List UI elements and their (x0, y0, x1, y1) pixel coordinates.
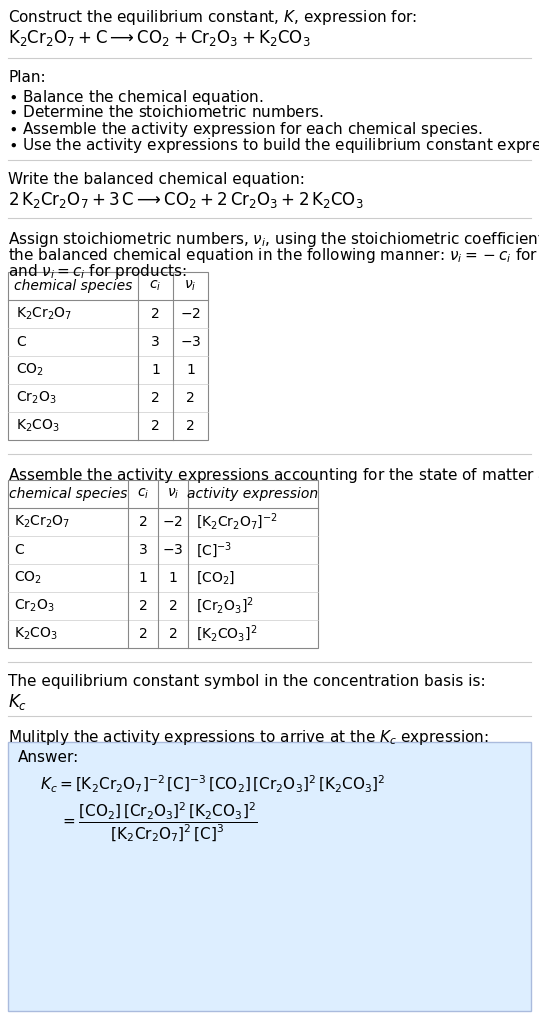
Text: $\mathrm{Cr_2O_3}$: $\mathrm{Cr_2O_3}$ (14, 598, 54, 615)
Text: 2: 2 (139, 627, 147, 641)
Text: and $\nu_i = c_i$ for products:: and $\nu_i = c_i$ for products: (8, 262, 187, 281)
Text: 3: 3 (139, 543, 147, 557)
Text: 2: 2 (186, 391, 195, 405)
Text: $\mathrm{K_2Cr_2O_7 + C \longrightarrow CO_2 + Cr_2O_3 + K_2CO_3}$: $\mathrm{K_2Cr_2O_7 + C \longrightarrow … (8, 28, 310, 48)
Text: $-3$: $-3$ (162, 543, 184, 557)
FancyBboxPatch shape (8, 272, 208, 440)
Text: 2: 2 (151, 307, 160, 321)
Text: $\mathrm{K_2Cr_2O_7}$: $\mathrm{K_2Cr_2O_7}$ (14, 514, 71, 530)
Text: $c_i$: $c_i$ (137, 487, 149, 501)
Text: Assemble the activity expressions accounting for the state of matter and $\nu_i$: Assemble the activity expressions accoun… (8, 466, 539, 485)
Text: 3: 3 (151, 335, 160, 349)
Text: 1: 1 (151, 363, 160, 377)
Text: the balanced chemical equation in the following manner: $\nu_i = -c_i$ for react: the balanced chemical equation in the fo… (8, 246, 539, 265)
Text: $\mathrm{K_2Cr_2O_7}$: $\mathrm{K_2Cr_2O_7}$ (16, 306, 72, 323)
Text: 2: 2 (151, 391, 160, 405)
Text: Write the balanced chemical equation:: Write the balanced chemical equation: (8, 172, 305, 187)
Text: $[\mathrm{CO_2}]$: $[\mathrm{CO_2}]$ (196, 570, 235, 586)
Text: 2: 2 (139, 599, 147, 613)
Text: 1: 1 (186, 363, 195, 377)
Text: $\mathrm{K_2CO_3}$: $\mathrm{K_2CO_3}$ (14, 626, 58, 642)
Text: The equilibrium constant symbol in the concentration basis is:: The equilibrium constant symbol in the c… (8, 674, 486, 689)
Text: $\nu_i$: $\nu_i$ (167, 487, 179, 501)
Text: Construct the equilibrium constant, $K$, expression for:: Construct the equilibrium constant, $K$,… (8, 8, 417, 27)
Text: 1: 1 (139, 571, 148, 585)
Text: $[\mathrm{K_2CO_3}]^2$: $[\mathrm{K_2CO_3}]^2$ (196, 624, 257, 644)
FancyBboxPatch shape (8, 742, 531, 1011)
Text: 2: 2 (151, 419, 160, 433)
Text: $\nu_i$: $\nu_i$ (184, 279, 197, 293)
Text: 1: 1 (169, 571, 177, 585)
Text: 2: 2 (139, 515, 147, 529)
Text: $\mathrm{C}$: $\mathrm{C}$ (14, 543, 25, 557)
Text: Plan:: Plan: (8, 70, 46, 85)
Text: $c_i$: $c_i$ (149, 279, 162, 293)
Text: Mulitply the activity expressions to arrive at the $K_c$ expression:: Mulitply the activity expressions to arr… (8, 728, 489, 747)
FancyBboxPatch shape (8, 480, 318, 648)
Text: chemical species: chemical species (9, 487, 127, 501)
Text: activity expression: activity expression (188, 487, 319, 501)
Text: $\mathrm{CO_2}$: $\mathrm{CO_2}$ (14, 570, 42, 586)
Text: $\mathrm{2\,K_2Cr_2O_7 + 3\,C \longrightarrow CO_2 + 2\,Cr_2O_3 + 2\,K_2CO_3}$: $\mathrm{2\,K_2Cr_2O_7 + 3\,C \longright… (8, 190, 364, 210)
Text: $-2$: $-2$ (180, 307, 201, 321)
Text: $\bullet$ Balance the chemical equation.: $\bullet$ Balance the chemical equation. (8, 88, 264, 107)
Text: $[\mathrm{Cr_2O_3}]^2$: $[\mathrm{Cr_2O_3}]^2$ (196, 596, 254, 617)
Text: $\mathrm{CO_2}$: $\mathrm{CO_2}$ (16, 361, 44, 378)
Text: $[\mathrm{K_2Cr_2O_7}]^{-2}$: $[\mathrm{K_2Cr_2O_7}]^{-2}$ (196, 512, 278, 532)
Text: $K_c = [\mathrm{K_2Cr_2O_7}]^{-2}\,[\mathrm{C}]^{-3}\,[\mathrm{CO_2}]\,[\mathrm{: $K_c = [\mathrm{K_2Cr_2O_7}]^{-2}\,[\mat… (40, 774, 385, 795)
Text: 2: 2 (169, 627, 177, 641)
Text: $\mathrm{C}$: $\mathrm{C}$ (16, 335, 27, 349)
Text: $\bullet$ Assemble the activity expression for each chemical species.: $\bullet$ Assemble the activity expressi… (8, 120, 483, 139)
Text: 2: 2 (186, 419, 195, 433)
Text: $-2$: $-2$ (162, 515, 183, 529)
Text: 2: 2 (169, 599, 177, 613)
Text: $= \dfrac{[\mathrm{CO_2}]\,[\mathrm{Cr_2O_3}]^2\,[\mathrm{K_2CO_3}]^2}{[\mathrm{: $= \dfrac{[\mathrm{CO_2}]\,[\mathrm{Cr_2… (60, 800, 258, 843)
Text: $\bullet$ Determine the stoichiometric numbers.: $\bullet$ Determine the stoichiometric n… (8, 104, 324, 120)
Text: $K_c$: $K_c$ (8, 692, 27, 712)
Text: $-3$: $-3$ (180, 335, 201, 349)
Text: Answer:: Answer: (18, 750, 79, 765)
Text: $[\mathrm{C}]^{-3}$: $[\mathrm{C}]^{-3}$ (196, 540, 232, 560)
Text: $\bullet$ Use the activity expressions to build the equilibrium constant express: $\bullet$ Use the activity expressions t… (8, 136, 539, 155)
Text: chemical species: chemical species (14, 279, 132, 293)
Text: $\mathrm{K_2CO_3}$: $\mathrm{K_2CO_3}$ (16, 418, 60, 434)
Text: $\mathrm{Cr_2O_3}$: $\mathrm{Cr_2O_3}$ (16, 390, 57, 406)
Text: Assign stoichiometric numbers, $\nu_i$, using the stoichiometric coefficients, $: Assign stoichiometric numbers, $\nu_i$, … (8, 230, 539, 249)
